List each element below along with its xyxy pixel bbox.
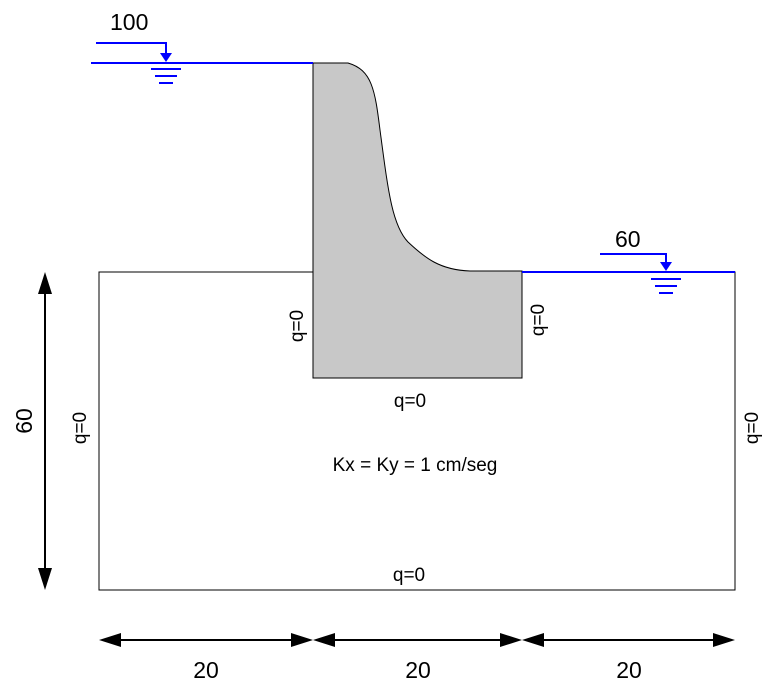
downstream-head-arrow-line <box>600 253 667 264</box>
depth-label: 60 <box>11 408 37 434</box>
width-dimensions: 20 20 20 <box>99 633 735 683</box>
upstream-water: 100 <box>91 9 313 84</box>
width-right-arrow-start <box>522 633 544 647</box>
downstream-water: 60 <box>522 226 735 294</box>
width-right-label: 20 <box>616 657 642 683</box>
width-middle-label: 20 <box>405 657 431 683</box>
left-boundary-label: q=0 <box>70 412 91 444</box>
right-boundary-label: q=0 <box>742 412 763 444</box>
dam-body <box>312 62 523 379</box>
depth-arrow-top <box>38 272 52 294</box>
upstream-head-arrow-line <box>96 42 167 55</box>
upstream-head-arrowhead <box>160 53 172 62</box>
depth-arrow-bottom <box>38 568 52 590</box>
width-middle-arrow-start <box>313 633 335 647</box>
upstream-head-label: 100 <box>110 9 148 35</box>
bottom-boundary-label: q=0 <box>393 565 425 586</box>
width-right-arrow-end <box>713 633 735 647</box>
width-middle-arrow-end <box>500 633 522 647</box>
permeability-label: Kx = Ky = 1 cm/seg <box>333 455 498 476</box>
depth-dimension: 60 <box>11 272 52 590</box>
dam-base-label: q=0 <box>394 391 426 412</box>
width-left-arrow-start <box>99 633 121 647</box>
downstream-head-arrowhead <box>660 262 672 271</box>
width-left-label: 20 <box>193 657 219 683</box>
downstream-head-label: 60 <box>615 226 641 252</box>
dam-upstream-face-label: q=0 <box>287 310 308 342</box>
width-left-arrow-end <box>291 633 313 647</box>
dam-downstream-face-label: q=0 <box>528 304 549 336</box>
